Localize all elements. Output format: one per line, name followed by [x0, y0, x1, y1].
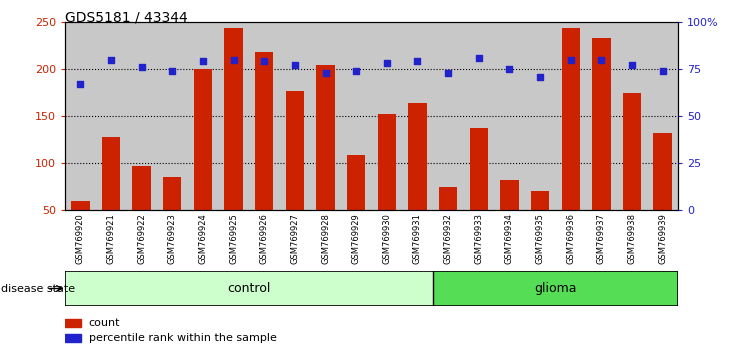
Bar	[556, 22, 586, 210]
Bar	[157, 22, 188, 210]
Point	[657, 68, 669, 74]
Point	[289, 62, 301, 68]
Bar	[494, 22, 525, 210]
Bar	[561, 28, 580, 210]
Point	[534, 74, 546, 79]
Bar	[653, 133, 672, 210]
Bar	[341, 22, 372, 210]
Point	[442, 70, 454, 76]
Bar	[623, 93, 641, 210]
Bar	[126, 22, 157, 210]
Bar	[280, 22, 310, 210]
Bar	[224, 28, 243, 210]
Point	[504, 66, 515, 72]
Point	[320, 70, 331, 76]
Point	[136, 64, 147, 70]
Bar	[531, 191, 549, 210]
Bar	[255, 52, 274, 210]
Bar	[65, 319, 82, 326]
Bar	[648, 22, 678, 210]
Bar	[101, 137, 120, 210]
Text: percentile rank within the sample: percentile rank within the sample	[89, 333, 277, 343]
Point	[350, 68, 362, 74]
Bar	[439, 187, 457, 210]
Bar	[249, 22, 280, 210]
Bar	[469, 128, 488, 210]
Point	[197, 59, 209, 64]
Bar	[96, 22, 126, 210]
Text: glioma: glioma	[534, 282, 577, 295]
Point	[74, 81, 86, 87]
Text: count: count	[89, 318, 120, 327]
Point	[565, 57, 577, 62]
Bar	[310, 22, 341, 210]
Bar	[193, 69, 212, 210]
Bar	[617, 22, 648, 210]
Bar	[377, 114, 396, 210]
Bar	[402, 22, 433, 210]
Point	[412, 59, 423, 64]
Bar	[218, 22, 249, 210]
Point	[473, 55, 485, 61]
Bar	[188, 22, 218, 210]
Text: control: control	[227, 282, 271, 295]
Text: disease state: disease state	[1, 284, 75, 293]
Point	[228, 57, 239, 62]
Point	[381, 61, 393, 66]
Bar	[433, 22, 464, 210]
Bar	[525, 22, 556, 210]
Point	[105, 57, 117, 62]
Bar	[65, 333, 82, 342]
Bar	[71, 201, 90, 210]
Bar	[408, 103, 426, 210]
Bar	[285, 91, 304, 210]
Bar	[500, 180, 518, 210]
Bar	[586, 22, 617, 210]
Bar	[592, 38, 610, 210]
Point	[166, 68, 178, 74]
Point	[626, 62, 638, 68]
Point	[258, 59, 270, 64]
Bar	[316, 65, 335, 210]
Bar	[347, 155, 366, 210]
Bar	[372, 22, 402, 210]
Bar	[65, 271, 433, 306]
Bar	[65, 22, 96, 210]
Point	[596, 57, 607, 62]
Bar	[433, 271, 678, 306]
Bar	[132, 166, 151, 210]
Text: GDS5181 / 43344: GDS5181 / 43344	[65, 11, 188, 25]
Bar	[163, 177, 182, 210]
Bar	[464, 22, 494, 210]
